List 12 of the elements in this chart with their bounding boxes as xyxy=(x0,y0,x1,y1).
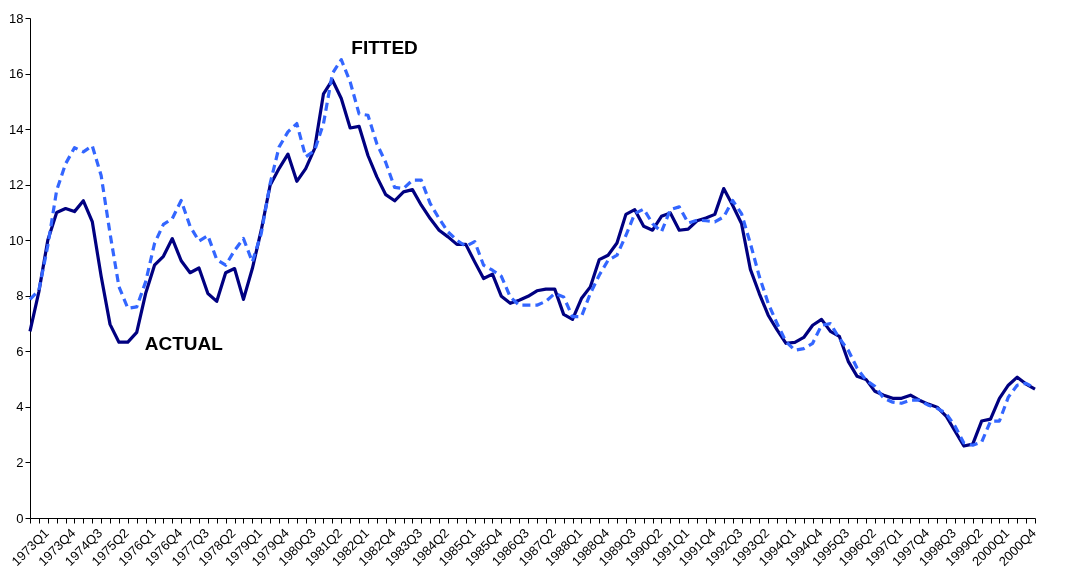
y-tick-label: 12 xyxy=(9,177,24,193)
y-tick-label: 2 xyxy=(16,454,24,470)
y-tick-label: 4 xyxy=(16,399,24,415)
series-label: FITTED xyxy=(351,36,418,58)
y-tick-label: 10 xyxy=(9,232,24,248)
y-tick-label: 16 xyxy=(9,66,24,82)
y-tick-label: 8 xyxy=(16,288,24,304)
y-tick-label: 18 xyxy=(9,10,24,26)
y-tick-label: 14 xyxy=(9,121,24,137)
y-tick-label: 6 xyxy=(16,343,24,359)
y-tick-label: 0 xyxy=(16,510,24,526)
series-label: ACTUAL xyxy=(144,333,224,355)
